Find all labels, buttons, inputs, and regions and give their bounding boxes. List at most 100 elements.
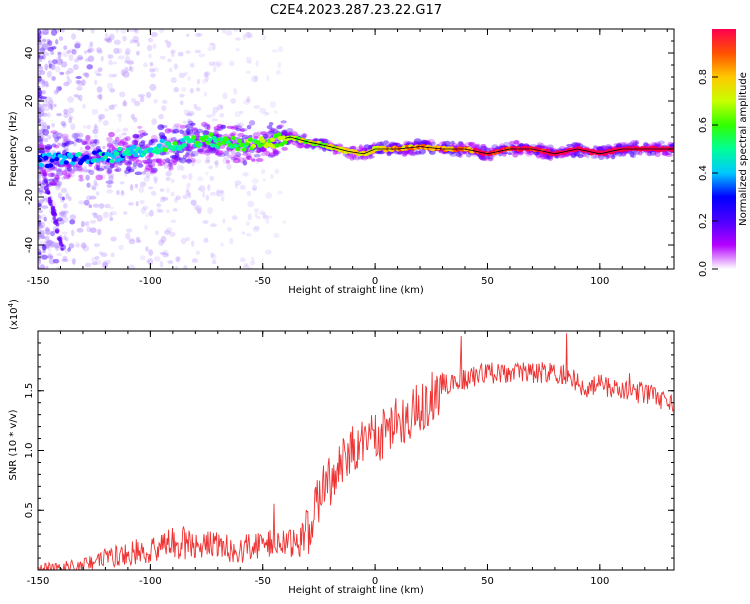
- noise-blob: [185, 190, 190, 197]
- noise-blob: [152, 67, 159, 72]
- halo-point: [248, 134, 253, 139]
- noise-blob: [159, 240, 164, 245]
- noise-blob: [173, 86, 179, 93]
- noise-blob: [109, 174, 114, 179]
- halo-point: [409, 151, 416, 156]
- halo-point: [239, 128, 246, 133]
- noise-blob: [41, 81, 46, 85]
- noise-blob: [210, 253, 217, 260]
- y-tick-label: 40: [24, 47, 35, 60]
- halo-point: [428, 150, 436, 155]
- noise-blob: [175, 195, 182, 200]
- halo-point: [56, 142, 62, 147]
- noise-blob: [158, 209, 164, 213]
- noise-blob: [61, 212, 67, 218]
- noise-blob: [48, 241, 56, 248]
- noise-blob: [41, 205, 49, 209]
- halo-point: [78, 177, 85, 182]
- noise-blob: [183, 109, 190, 115]
- noise-blob: [93, 123, 98, 129]
- noise-blob: [181, 174, 188, 180]
- halo-point: [125, 161, 133, 166]
- halo-point: [225, 159, 231, 164]
- noise-blob: [193, 204, 199, 211]
- noise-blob: [117, 55, 125, 60]
- noise-blob: [41, 254, 48, 260]
- noise-blob: [63, 210, 69, 214]
- halo-point: [162, 158, 167, 164]
- halo-point: [593, 145, 598, 149]
- halo-point: [483, 155, 489, 161]
- noise-blob: [69, 214, 77, 220]
- halo-point: [499, 143, 506, 149]
- noise-blob: [112, 73, 118, 78]
- noise-blob: [71, 132, 79, 139]
- noise-blob: [76, 227, 84, 233]
- noise-blob: [246, 97, 251, 103]
- noise-blob: [159, 29, 164, 33]
- noise-blob: [42, 51, 46, 57]
- noise-blob: [120, 69, 126, 76]
- noise-blob: [165, 176, 171, 181]
- noise-blob: [56, 113, 62, 117]
- noise-blob: [38, 44, 41, 52]
- noise-blob: [150, 31, 158, 38]
- noise-blob: [54, 136, 59, 143]
- noise-blob: [42, 244, 47, 251]
- noise-blob: [142, 205, 149, 210]
- noise-blob: [190, 240, 195, 247]
- y-tick-label: 1.0: [24, 443, 35, 459]
- halo-point: [246, 155, 253, 161]
- noise-blob: [229, 60, 235, 67]
- halo-point: [379, 141, 385, 147]
- halo-point: [487, 157, 494, 162]
- noise-blob: [65, 192, 70, 200]
- halo-point: [48, 178, 55, 183]
- halo-point: [42, 173, 47, 179]
- halo-point: [86, 182, 91, 188]
- noise-blob: [202, 191, 206, 198]
- noise-blob: [166, 209, 170, 213]
- noise-blob: [144, 224, 148, 231]
- x-tick-label: -150: [27, 576, 50, 587]
- halo-point: [661, 152, 670, 156]
- noise-blob: [43, 80, 49, 87]
- noise-blob: [66, 75, 70, 80]
- ridge-point: [84, 154, 90, 160]
- colorbar-tick-label: 0.4: [698, 165, 709, 181]
- noise-blob: [67, 111, 72, 117]
- halo-point: [51, 166, 57, 170]
- noise-blob: [102, 120, 109, 126]
- halo-point: [47, 172, 55, 178]
- noise-blob: [198, 53, 206, 58]
- halo-point: [106, 170, 111, 175]
- ridge-point: [159, 138, 165, 143]
- noise-blob: [197, 187, 202, 191]
- noise-blob: [91, 256, 98, 263]
- noise-blob: [44, 63, 48, 71]
- noise-blob: [167, 58, 172, 63]
- noise-blob: [153, 179, 158, 184]
- noise-blob: [213, 160, 219, 165]
- ridge-point: [48, 163, 54, 168]
- noise-blob: [61, 216, 69, 223]
- noise-blob: [51, 76, 56, 81]
- noise-blob: [90, 29, 95, 34]
- noise-blob: [38, 29, 41, 32]
- streak-point: [43, 185, 49, 191]
- halo-point: [196, 128, 204, 133]
- noise-blob: [136, 50, 140, 56]
- noise-blob: [185, 237, 191, 242]
- noise-blob: [78, 94, 83, 102]
- halo-point: [172, 128, 180, 134]
- noise-blob: [250, 267, 254, 269]
- streak-point: [58, 240, 63, 245]
- noise-blob: [198, 185, 206, 192]
- noise-blob: [151, 22, 156, 28]
- halo-point: [280, 120, 287, 124]
- noise-blob: [109, 206, 114, 210]
- halo-point: [558, 146, 566, 151]
- noise-blob: [226, 226, 232, 232]
- noise-blob: [109, 217, 114, 222]
- noise-blob: [40, 214, 47, 220]
